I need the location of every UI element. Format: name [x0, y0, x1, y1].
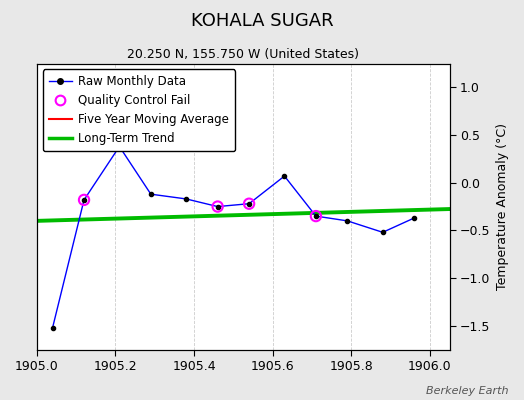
Point	[80, 197, 88, 203]
Text: Berkeley Earth: Berkeley Earth	[426, 386, 508, 396]
Point	[245, 200, 253, 207]
Point	[213, 203, 222, 210]
Text: KOHALA SUGAR: KOHALA SUGAR	[191, 12, 333, 30]
Title: 20.250 N, 155.750 W (United States): 20.250 N, 155.750 W (United States)	[127, 48, 359, 61]
Y-axis label: Temperature Anomaly (°C): Temperature Anomaly (°C)	[496, 123, 509, 290]
Legend: Raw Monthly Data, Quality Control Fail, Five Year Moving Average, Long-Term Tren: Raw Monthly Data, Quality Control Fail, …	[43, 70, 235, 151]
Point	[312, 213, 320, 219]
